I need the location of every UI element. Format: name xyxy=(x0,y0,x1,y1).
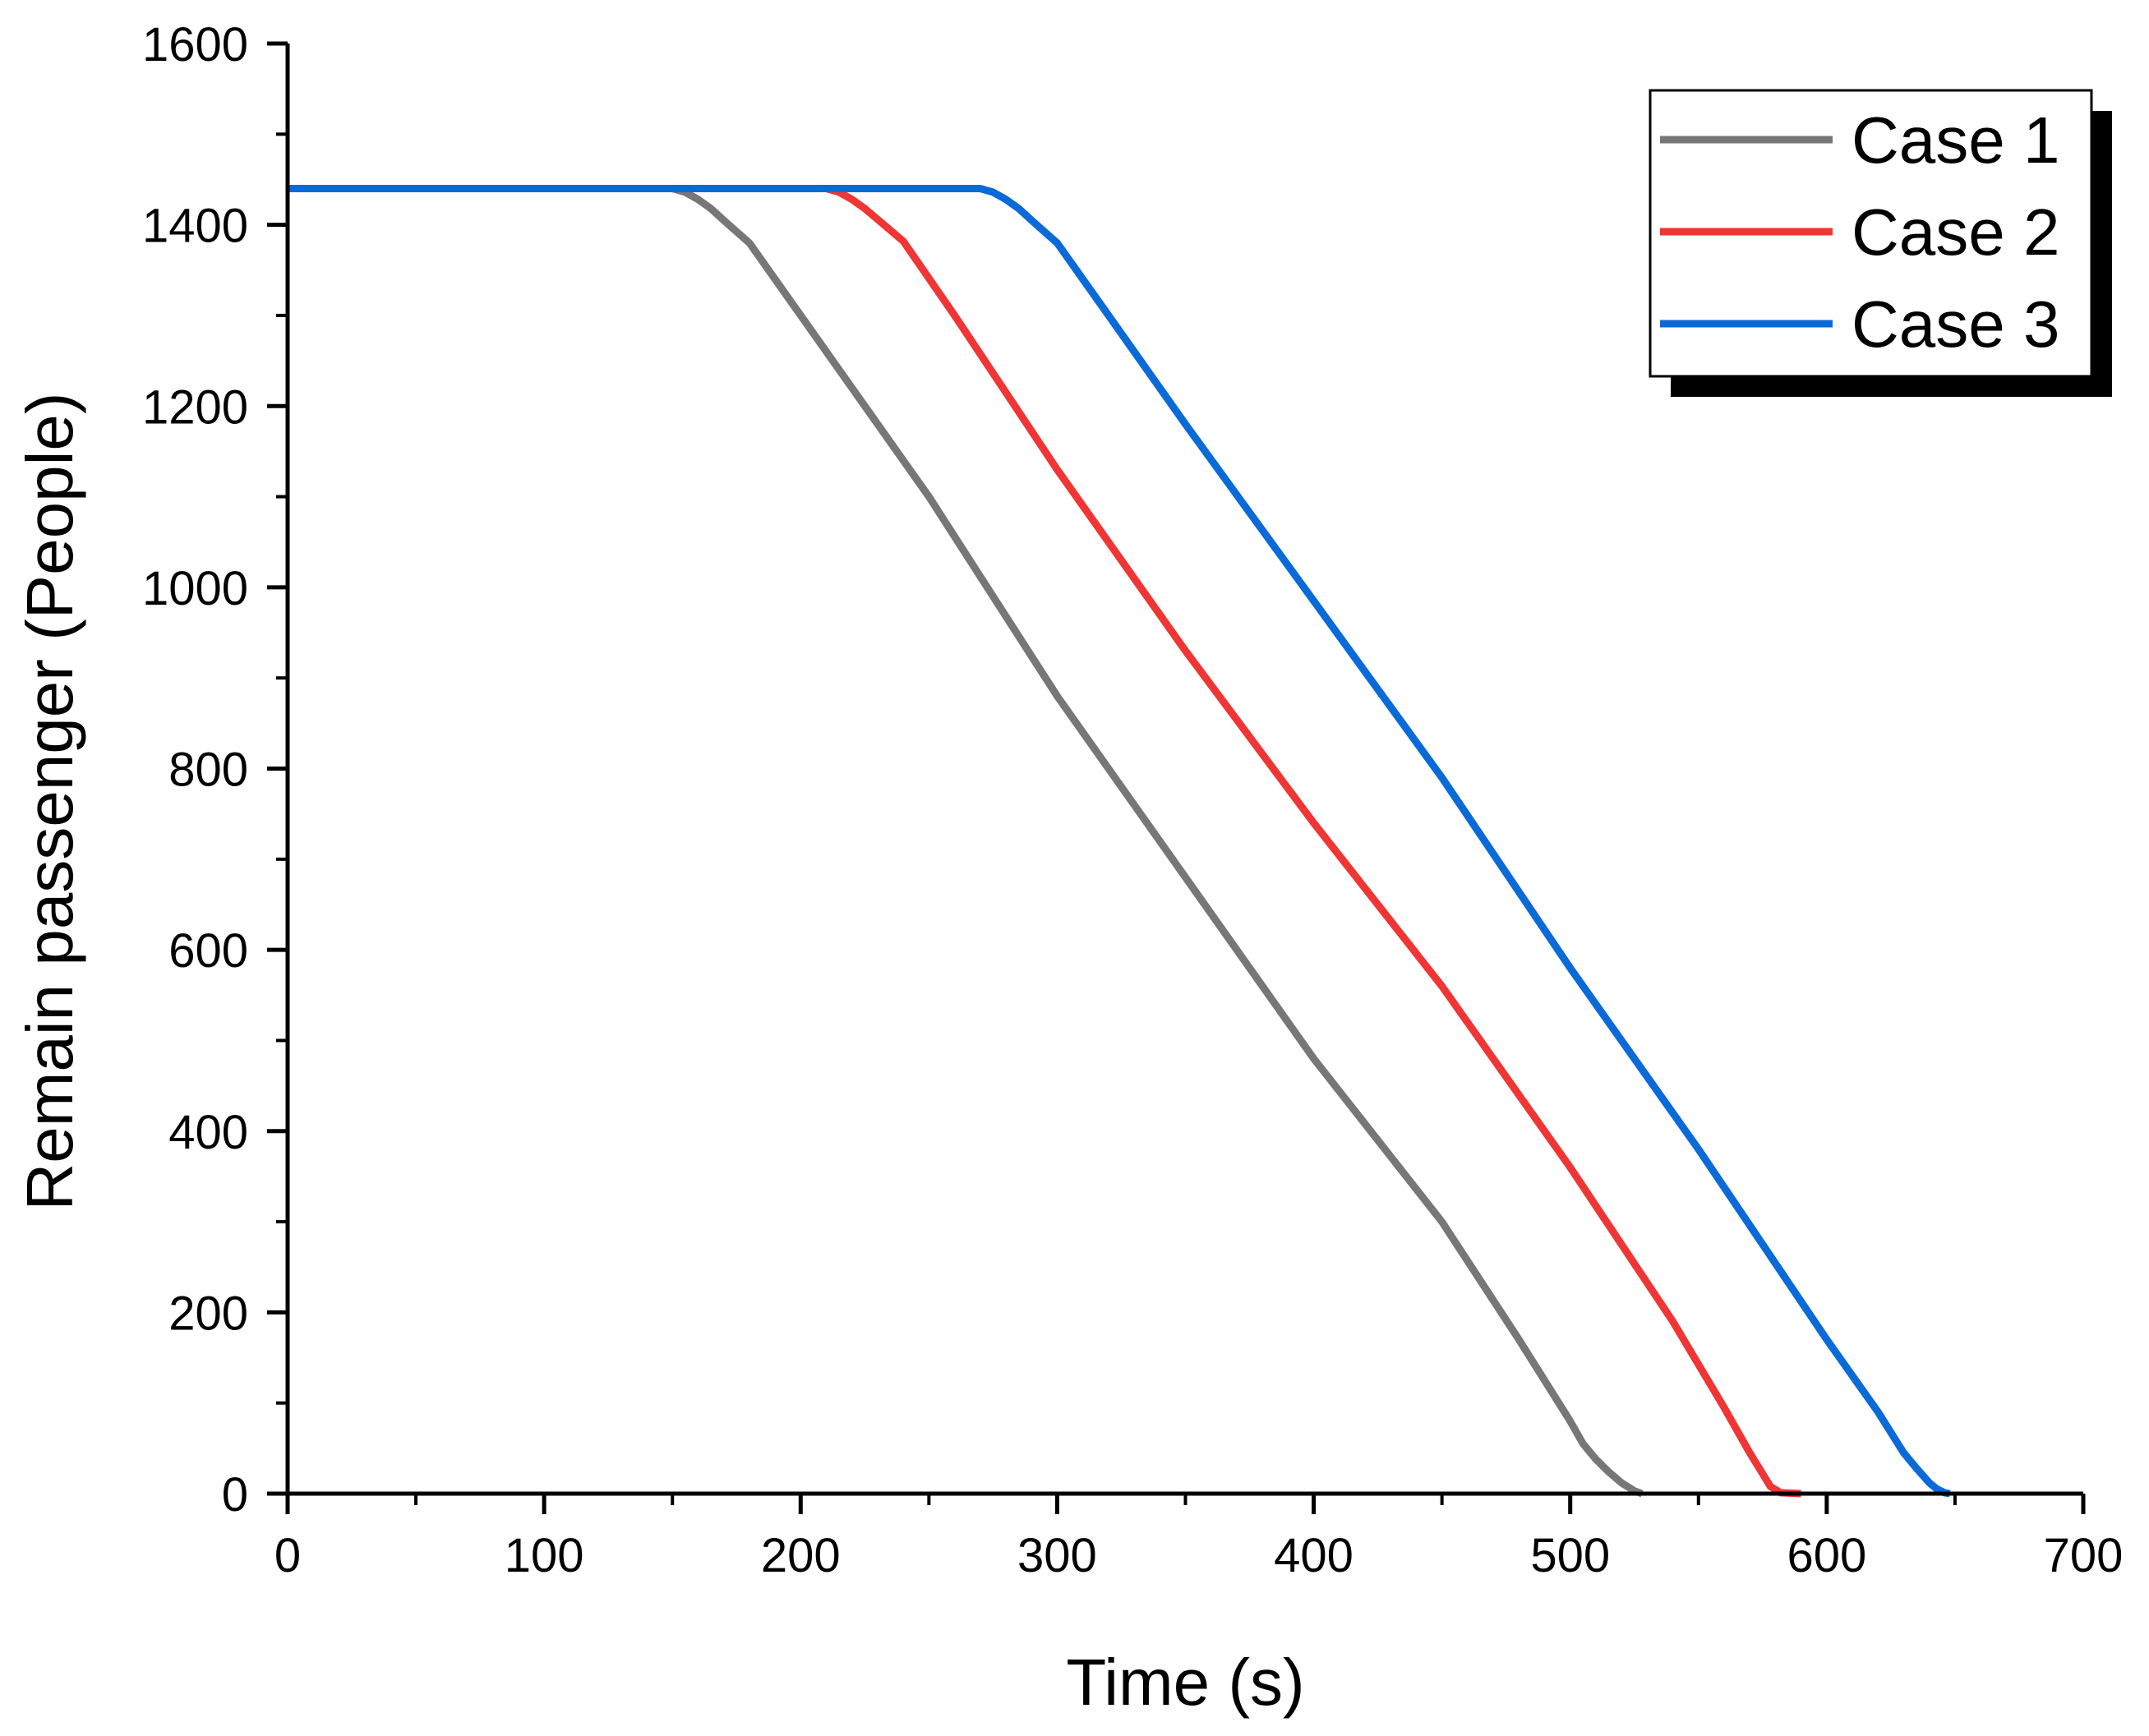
series-layer xyxy=(288,185,1951,1498)
y-tick-label: 1200 xyxy=(142,380,248,434)
y-tick-label: 1000 xyxy=(142,562,248,615)
x-tick-label: 400 xyxy=(1274,1529,1354,1582)
legend-label-case-2: Case 2 xyxy=(1852,196,2059,269)
y-tick-label: 800 xyxy=(168,744,248,797)
x-tick-label: 700 xyxy=(2044,1529,2124,1582)
legend: Case 1 Case 2 Case 3 xyxy=(1649,89,2112,397)
ticks-layer: 0 100 200 300 400 500 600 700 0 200 400 600 800 1000 1… xyxy=(142,18,2123,1582)
x-tick-label: 500 xyxy=(1530,1529,1610,1582)
y-axis-title: Remain passenger (People) xyxy=(13,392,86,1210)
x-tick-label: 100 xyxy=(505,1529,584,1582)
x-tick-label: 300 xyxy=(1017,1529,1097,1582)
y-tick-label: 400 xyxy=(168,1106,248,1159)
y-tick-label: 600 xyxy=(168,924,248,978)
y-tick-label: 200 xyxy=(168,1287,248,1340)
x-tick-label: 0 xyxy=(274,1529,301,1582)
legend-label-case-1: Case 1 xyxy=(1852,104,2059,177)
series-line-case-2 xyxy=(288,185,1801,1498)
legend-label-case-3: Case 3 xyxy=(1852,288,2059,361)
y-tick-label: 1400 xyxy=(142,200,248,253)
y-tick-label: 1600 xyxy=(142,18,248,71)
x-tick-label: 200 xyxy=(761,1529,841,1582)
series-line-case-1 xyxy=(288,185,1644,1498)
x-axis-title: Time (s) xyxy=(1066,1646,1304,1719)
series-line-case-3 xyxy=(288,185,1951,1498)
x-tick-label: 600 xyxy=(1787,1529,1866,1582)
y-tick-label: 0 xyxy=(222,1468,248,1522)
